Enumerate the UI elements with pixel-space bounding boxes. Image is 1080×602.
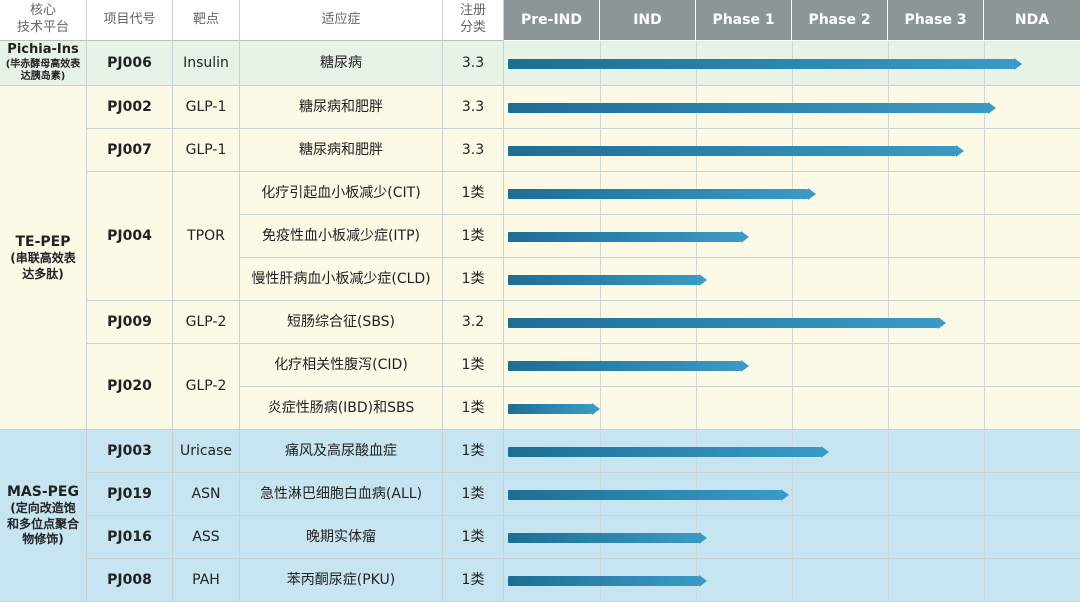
platform-tepep: TE-PEP (串联高效表达多肽)	[0, 86, 87, 430]
indication-cell: 糖尿病	[240, 41, 443, 86]
project-code: PJ008	[87, 559, 173, 602]
progress-bar-tip	[1014, 57, 1023, 70]
header-code: 项目代号	[87, 0, 173, 41]
project-target: GLP-2	[173, 344, 240, 430]
registration-cell: 3.2	[443, 301, 504, 344]
project-code: PJ020	[87, 344, 173, 430]
project-target: GLP-2	[173, 301, 240, 344]
registration-cell: 3.3	[443, 41, 504, 86]
project-target: PAH	[173, 559, 240, 602]
header-target: 靶点	[173, 0, 240, 41]
indication-cell: 短肠综合征(SBS)	[240, 301, 443, 344]
header-registration-line1: 注册	[459, 3, 486, 19]
progress-bar	[508, 58, 1015, 69]
platform-maspeg-name: MAS-PEG	[7, 484, 79, 501]
registration-cell: 1类	[443, 344, 504, 387]
project-code: PJ009	[87, 301, 173, 344]
phase-gridline	[984, 41, 985, 602]
indication-cell: 化疗引起血小板减少(CIT)	[240, 172, 443, 215]
project-code: PJ002	[87, 86, 173, 129]
project-code: PJ004	[87, 172, 173, 301]
platform-maspeg-sub: (定向改造饱和多位点聚合物修饰)	[6, 501, 79, 547]
header-registration: 注册 分类	[443, 0, 504, 41]
header-platform: 核心 技术平台	[0, 0, 87, 41]
project-code: PJ007	[87, 129, 173, 172]
platform-tepep-sub: (串联高效表达多肽)	[10, 251, 76, 281]
progress-bar-tip	[740, 230, 749, 243]
registration-cell: 1类	[443, 215, 504, 258]
progress-bar	[508, 102, 988, 113]
progress-bar	[508, 188, 808, 199]
platform-maspeg: MAS-PEG (定向改造饱和多位点聚合物修饰)	[0, 430, 87, 602]
registration-cell: 3.3	[443, 129, 504, 172]
registration-cell: 1类	[443, 430, 504, 473]
platform-pichia-name: Pichia-Ins	[7, 42, 79, 58]
project-target: TPOR	[173, 172, 240, 301]
project-target: Uricase	[173, 430, 240, 473]
project-code: PJ006	[87, 41, 173, 86]
progress-bar	[508, 145, 956, 156]
header-phase-1: Phase 1	[696, 0, 792, 41]
header-phase-ind: IND	[600, 0, 696, 41]
progress-bar	[508, 403, 592, 414]
progress-bar	[508, 317, 938, 328]
registration-cell: 1类	[443, 172, 504, 215]
header-phase-nda: NDA	[984, 0, 1080, 41]
project-target: ASN	[173, 473, 240, 516]
progress-bar-tip	[937, 316, 946, 329]
progress-bar-tip	[808, 187, 816, 200]
project-target: GLP-1	[173, 129, 240, 172]
project-target: ASS	[173, 516, 240, 559]
header-phase-3: Phase 3	[888, 0, 984, 41]
registration-cell: 1类	[443, 559, 504, 602]
progress-bar-tip	[987, 101, 996, 114]
header-platform-line1: 核心	[29, 3, 56, 19]
progress-bar	[508, 360, 741, 371]
progress-bar-tip	[821, 445, 830, 458]
platform-tepep-name: TE-PEP	[15, 233, 71, 250]
project-code: PJ016	[87, 516, 173, 559]
header-phase-2: Phase 2	[792, 0, 888, 41]
indication-cell: 慢性肝病血小板减少症(CLD)	[240, 258, 443, 301]
registration-cell: 1类	[443, 258, 504, 301]
progress-bar-tip	[592, 402, 600, 415]
progress-bar-tip	[781, 488, 790, 501]
progress-bar	[508, 575, 699, 586]
project-target: GLP-1	[173, 86, 240, 129]
progress-bar-tip	[698, 574, 707, 587]
progress-bar	[508, 231, 741, 242]
indication-cell: 糖尿病和肥胖	[240, 86, 443, 129]
progress-bar-tip	[740, 359, 749, 372]
indication-cell: 痛风及高尿酸血症	[240, 430, 443, 473]
progress-bar	[508, 532, 699, 543]
header-phase-pre-ind: Pre-IND	[504, 0, 600, 41]
progress-bar	[508, 274, 699, 285]
indication-cell: 急性淋巴细胞白血病(ALL)	[240, 473, 443, 516]
project-code: PJ003	[87, 430, 173, 473]
indication-cell: 化疗相关性腹泻(CID)	[240, 344, 443, 387]
header-registration-line2: 分类	[459, 20, 486, 35]
indication-cell: 炎症性肠病(IBD)和SBS	[240, 387, 443, 430]
header-platform-line2: 技术平台	[16, 20, 69, 35]
progress-bar	[508, 489, 782, 500]
registration-cell: 1类	[443, 387, 504, 430]
progress-bar	[508, 446, 822, 457]
registration-cell: 1类	[443, 516, 504, 559]
indication-cell: 晚期实体瘤	[240, 516, 443, 559]
registration-cell: 3.3	[443, 86, 504, 129]
platform-pichia: Pichia-Ins (毕赤酵母高效表达胰岛素)	[0, 41, 87, 86]
registration-cell: 1类	[443, 473, 504, 516]
project-target: Insulin	[173, 41, 240, 86]
progress-bar-tip	[955, 144, 964, 157]
header-indication: 适应症	[240, 0, 443, 41]
progress-bar-tip	[698, 273, 707, 286]
project-code: PJ019	[87, 473, 173, 516]
indication-cell: 苯丙酮尿症(PKU)	[240, 559, 443, 602]
indication-cell: 免疫性血小板减少症(ITP)	[240, 215, 443, 258]
platform-pichia-sub: (毕赤酵母高效表达胰岛素)	[5, 58, 81, 83]
indication-cell: 糖尿病和肥胖	[240, 129, 443, 172]
progress-bar-tip	[698, 531, 707, 544]
